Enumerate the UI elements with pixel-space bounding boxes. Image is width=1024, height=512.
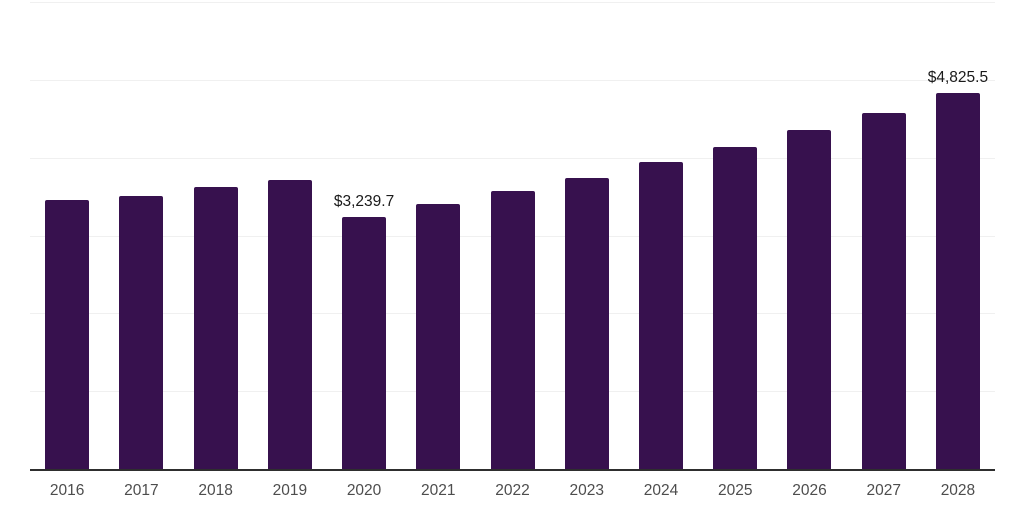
data-label-2020: $3,239.7 — [333, 192, 395, 210]
bar-slot-2017 — [104, 2, 178, 469]
x-tick-label-2028: 2028 — [940, 482, 976, 499]
bar-2017 — [119, 195, 164, 469]
x-tick-label-2020: 2020 — [346, 482, 382, 499]
bar-2023 — [564, 177, 609, 469]
x-tick-label-2016: 2016 — [49, 482, 85, 499]
x-tick-label-2027: 2027 — [866, 482, 901, 499]
x-tick-label-2017: 2017 — [124, 482, 159, 499]
bar-slot-2019 — [253, 2, 327, 469]
bar-slot-2020: $3,239.7 — [327, 2, 401, 469]
plot-area: $3,239.7 $4,825.5 — [30, 2, 995, 471]
x-tick-label-2021: 2021 — [421, 482, 456, 499]
x-tick-label-2022: 2022 — [495, 482, 530, 499]
gridline — [30, 157, 995, 159]
x-tick-label-2018: 2018 — [198, 482, 233, 499]
bar-2019 — [267, 180, 312, 469]
bar-2028: $4,825.5 — [928, 69, 988, 469]
x-tick-label-2025: 2025 — [717, 482, 753, 499]
data-label-2028: $4,825.5 — [927, 69, 989, 87]
x-tick-label-2023: 2023 — [569, 482, 604, 499]
bar-2027 — [861, 113, 906, 469]
x-tick-label-2019: 2019 — [272, 482, 308, 499]
bar-slot-2018 — [178, 2, 252, 469]
bar-2016 — [45, 199, 90, 469]
bar-slot-2025 — [698, 2, 772, 469]
gridline — [30, 79, 995, 81]
bar-slot-2016 — [30, 2, 104, 469]
bar-slot-2023 — [550, 2, 624, 469]
bar-2018 — [193, 187, 238, 469]
bar-slot-2021 — [401, 2, 475, 469]
x-tick-label-2024: 2024 — [643, 482, 679, 499]
bar-slot-2024 — [624, 2, 698, 469]
bar-slot-2026 — [772, 2, 846, 469]
x-axis-labels: 2016 2017 2018 2019 2020 2021 2022 2023 2024 2025… — [30, 482, 995, 500]
gridline — [30, 2, 995, 3]
bar-2021 — [416, 204, 461, 469]
x-tick-label-2026: 2026 — [792, 482, 827, 499]
bars-layer: $3,239.7 $4,825.5 — [30, 2, 995, 469]
bar-slot-2028: $4,825.5 — [921, 2, 995, 469]
bar-2022 — [490, 191, 535, 469]
bar-2026 — [787, 130, 832, 469]
bar-slot-2022 — [475, 2, 549, 469]
x-axis-line — [30, 469, 995, 471]
bar-2025 — [713, 146, 758, 469]
bar-2020: $3,239.7 — [334, 193, 394, 469]
bar-2024 — [638, 162, 683, 469]
bar-slot-2027 — [847, 2, 921, 469]
